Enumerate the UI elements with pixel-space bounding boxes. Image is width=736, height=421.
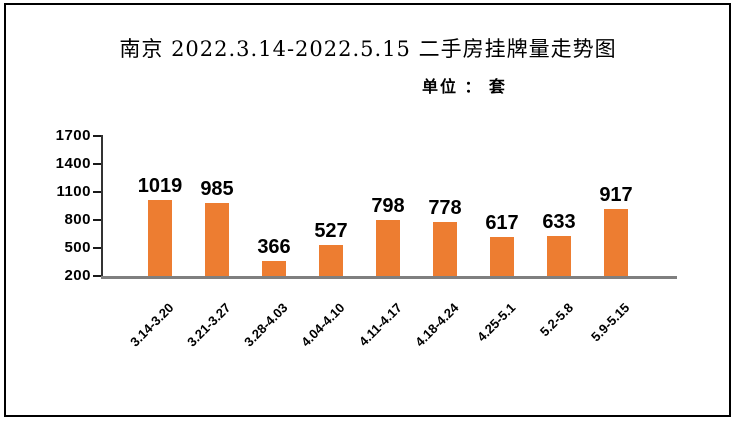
x-category-label: 5.2-5.8 (536, 300, 576, 340)
bar-value-label: 985 (200, 178, 234, 200)
y-tick-mark (93, 219, 101, 221)
y-tick-mark (93, 163, 101, 165)
bar-value-label: 617 (485, 212, 519, 234)
bar (490, 237, 514, 276)
bar (604, 209, 628, 276)
bar-value-label: 633 (542, 211, 576, 233)
unit-label: 单位 ： 套 (422, 79, 507, 96)
x-category-label: 4.04-4.10 (298, 300, 348, 350)
bar (319, 245, 343, 276)
y-tick-label: 1400 (55, 155, 91, 172)
y-tick-label: 500 (64, 239, 91, 256)
bar-value-label: 778 (428, 197, 462, 219)
y-tick-label: 800 (64, 211, 91, 228)
y-tick-mark (93, 247, 101, 249)
bar-value-label: 366 (257, 236, 291, 258)
bar (205, 203, 229, 276)
x-category-label: 3.21-3.27 (184, 300, 234, 350)
x-category-label: 3.28-4.03 (241, 300, 291, 350)
x-category-label: 5.9-5.15 (588, 300, 633, 345)
bar-value-label: 1019 (137, 175, 183, 197)
y-tick-mark (93, 275, 101, 277)
y-tick-label: 1700 (55, 127, 91, 144)
y-axis-line (101, 135, 103, 279)
bar-value-label: 798 (371, 195, 405, 217)
y-tick-label: 1100 (56, 183, 91, 200)
x-axis-line (101, 276, 677, 279)
bar (376, 220, 400, 276)
bar (547, 236, 571, 276)
y-tick-mark (93, 191, 101, 193)
y-tick-mark (93, 135, 101, 137)
bar-value-label: 527 (314, 220, 348, 242)
x-category-label: 4.11-4.17 (355, 300, 405, 349)
chart-title: 南京 2022.3.14-2022.5.15 二手房挂牌量走势图 (119, 37, 617, 61)
y-tick-label: 200 (64, 267, 91, 284)
x-category-label: 4.18-4.24 (412, 300, 462, 350)
x-category-label: 4.25-5.1 (474, 300, 519, 345)
bar-value-label: 917 (599, 184, 633, 206)
bar (148, 200, 172, 276)
bar (433, 222, 457, 276)
bar (262, 261, 286, 276)
x-category-label: 3.14-3.20 (127, 300, 177, 350)
